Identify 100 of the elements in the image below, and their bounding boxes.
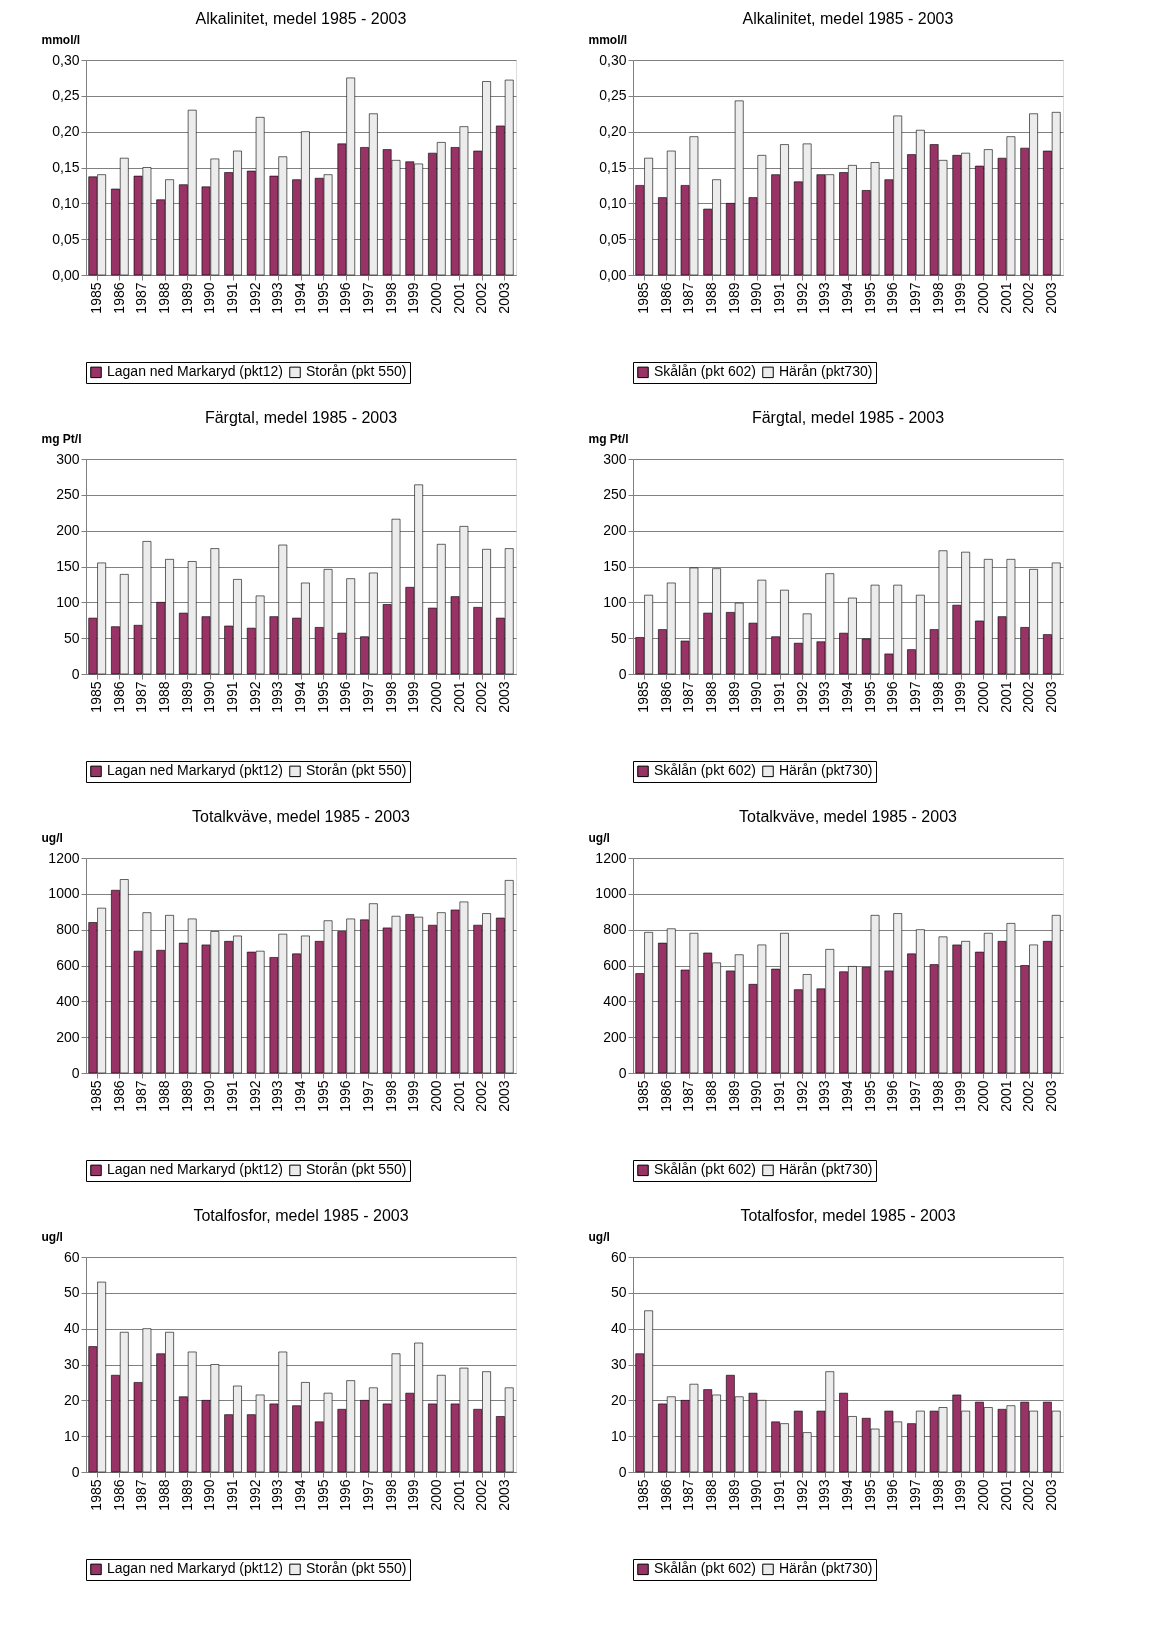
y-axis-title: mmol/l (588, 32, 628, 47)
x-tick-label: 1992 (793, 1080, 810, 1112)
x-tick-label: 1985 (635, 1479, 652, 1511)
x-tick-label: 1988 (703, 681, 720, 713)
x-tick-label: 1994 (839, 282, 855, 314)
x-tick-label: 1997 (906, 1479, 923, 1511)
x-tick-label: 1996 (337, 1479, 354, 1511)
x-tick-label: 1987 (133, 681, 150, 713)
y-tick-label: 30 (610, 1356, 627, 1372)
y-tick-label: 0,30 (599, 51, 627, 68)
x-tick-label: 2001 (450, 1479, 467, 1511)
x-tick-label: 1985 (635, 681, 652, 713)
chart-title: Totalfosfor, medel 1985 - 2003 (740, 1207, 956, 1224)
y-tick-label: 60 (610, 1248, 627, 1265)
y-tick-label: 50 (63, 629, 80, 646)
y-axis-title: ug/l (588, 830, 610, 845)
x-tick-label: 2003 (495, 1479, 512, 1511)
x-tick-label: 1997 (906, 282, 923, 314)
y-axis-title: ug/l (41, 1229, 63, 1244)
legend-label: Lagan ned Markaryd (pkt12) (107, 1161, 283, 1178)
x-tick-label: 1998 (382, 1080, 399, 1112)
x-tick-label: 2000 (427, 681, 444, 713)
x-tick-label: 2002 (473, 681, 490, 713)
legend-label: Härån (pkt730) (779, 1560, 873, 1577)
x-tick-label: 1993 (269, 1479, 286, 1511)
x-tick-label: 1990 (748, 1080, 765, 1112)
y-tick-label: 0,25 (599, 87, 627, 104)
x-tick-label: 1996 (884, 1479, 901, 1511)
y-tick-label: 200 (603, 522, 627, 539)
y-tick-label: 60 (63, 1248, 80, 1265)
x-tick-label: 1989 (725, 681, 742, 713)
y-tick-label: 0 (618, 1463, 627, 1480)
x-tick-label: 1995 (861, 681, 878, 713)
x-tick-label: 1996 (337, 1080, 354, 1112)
y-tick-label: 0,20 (599, 123, 627, 140)
x-tick-label: 1989 (725, 282, 742, 314)
y-tick-label: 0 (618, 665, 627, 682)
x-tick-label: 1991 (771, 1080, 788, 1112)
x-tick-label: 2002 (473, 1080, 490, 1112)
x-tick-label: 1993 (269, 681, 286, 713)
y-axis-title: ug/l (588, 1229, 610, 1244)
x-tick-label: 1996 (337, 681, 354, 713)
chart-title: Alkalinitet, medel 1985 - 2003 (742, 10, 954, 27)
legend-label: Skålån (pkt 602) (654, 363, 756, 380)
chart-title: Totalfosfor, medel 1985 - 2003 (193, 1207, 409, 1224)
y-tick-label: 0,10 (52, 194, 80, 211)
x-tick-label: 2000 (974, 1479, 991, 1511)
x-tick-label: 1996 (884, 1080, 901, 1112)
x-tick-label: 1997 (359, 681, 376, 713)
x-tick-label: 1998 (382, 1479, 399, 1511)
legend-label: Storån (pkt 550) (306, 1560, 407, 1577)
legend-label: Härån (pkt730) (779, 1161, 873, 1178)
x-tick-label: 1999 (952, 282, 969, 314)
x-tick-label: 2000 (974, 681, 991, 713)
chart-title: Totalkväve, medel 1985 - 2003 (739, 808, 958, 825)
y-tick-label: 40 (610, 1320, 627, 1337)
x-tick-label: 1995 (314, 681, 331, 713)
x-tick-label: 2001 (450, 1080, 467, 1112)
x-tick-label: 1999 (405, 1479, 422, 1511)
x-tick-label: 1999 (952, 1080, 969, 1112)
x-tick-label: 1988 (703, 1080, 720, 1112)
y-tick-label: 1000 (48, 885, 80, 902)
x-tick-label: 2000 (974, 282, 991, 314)
x-tick-label: 1998 (929, 282, 946, 314)
y-tick-label: 20 (63, 1391, 80, 1408)
legend-label: Härån (pkt730) (779, 762, 873, 779)
y-tick-label: 10 (63, 1427, 80, 1444)
x-tick-label: 1997 (359, 1479, 376, 1511)
y-tick-label: 0,05 (599, 230, 627, 247)
x-tick-label: 1998 (382, 681, 399, 713)
x-tick-label: 2003 (495, 1080, 512, 1112)
x-tick-label: 1989 (178, 1080, 195, 1112)
y-tick-label: 1000 (595, 885, 627, 902)
x-tick-label: 1988 (156, 1080, 173, 1112)
y-tick-label: 0,30 (52, 51, 80, 68)
x-tick-label: 1994 (292, 681, 308, 713)
y-axis-title: mg Pt/l (588, 431, 629, 446)
x-tick-label: 2002 (473, 282, 490, 314)
x-tick-label: 1993 (269, 1080, 286, 1112)
y-tick-label: 1200 (48, 849, 80, 866)
y-tick-label: 1200 (595, 849, 627, 866)
x-tick-label: 1992 (246, 1080, 263, 1112)
x-tick-label: 1991 (224, 1479, 241, 1511)
x-tick-label: 1991 (224, 1080, 241, 1112)
x-tick-label: 1987 (133, 1479, 150, 1511)
y-tick-label: 40 (63, 1320, 80, 1337)
x-tick-label: 1986 (110, 681, 127, 713)
x-tick-label: 1986 (657, 681, 674, 713)
x-tick-label: 1989 (725, 1080, 742, 1112)
x-tick-label: 1990 (201, 681, 218, 713)
x-tick-label: 2001 (450, 282, 467, 314)
x-tick-label: 1986 (110, 1479, 127, 1511)
y-tick-label: 0 (71, 1064, 80, 1081)
x-tick-label: 2001 (997, 282, 1014, 314)
y-tick-label: 0 (71, 1463, 80, 1480)
y-tick-label: 400 (56, 992, 80, 1009)
x-tick-label: 2001 (997, 1479, 1014, 1511)
x-tick-label: 1986 (110, 1080, 127, 1112)
x-tick-label: 1989 (178, 282, 195, 314)
x-tick-label: 2000 (974, 1080, 991, 1112)
